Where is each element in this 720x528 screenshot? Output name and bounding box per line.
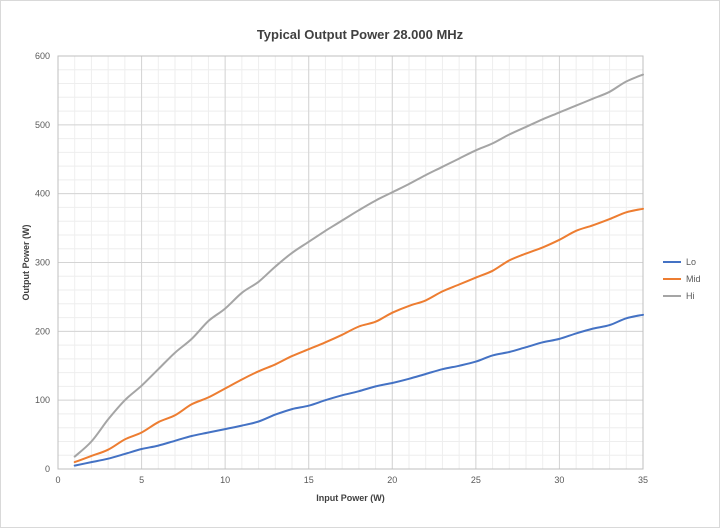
y-tick-label: 0 [45, 464, 50, 474]
legend-label-mid: Mid [686, 274, 701, 284]
legend-label-lo: Lo [686, 257, 696, 267]
y-tick-label: 400 [35, 189, 50, 199]
series-line-hi [73, 73, 644, 458]
x-tick-label: 0 [55, 475, 60, 485]
chart-title: Typical Output Power 28.000 MHz [257, 27, 464, 42]
legend-label-hi: Hi [686, 291, 695, 301]
x-tick-label: 15 [304, 475, 314, 485]
y-tick-label: 100 [35, 395, 50, 405]
x-tick-label: 20 [387, 475, 397, 485]
x-axis-label: Input Power (W) [316, 493, 385, 503]
y-axis-ticks: 0 100 200 300 400 500 600 [35, 51, 50, 474]
y-tick-label: 300 [35, 258, 50, 268]
x-axis-ticks: 0 5 10 15 20 25 30 35 [55, 475, 648, 485]
legend: Lo Mid Hi [663, 257, 701, 301]
plot-area-frame [57, 55, 644, 470]
y-tick-label: 500 [35, 120, 50, 130]
x-tick-label: 30 [554, 475, 564, 485]
y-axis-label: Output Power (W) [21, 225, 31, 301]
x-tick-label: 35 [638, 475, 648, 485]
x-tick-label: 5 [139, 475, 144, 485]
series-lines [73, 73, 644, 467]
y-tick-label: 600 [35, 51, 50, 61]
x-tick-label: 25 [471, 475, 481, 485]
series-line-lo [73, 313, 644, 467]
x-tick-label: 10 [220, 475, 230, 485]
y-tick-label: 200 [35, 326, 50, 336]
series-line-mid [73, 207, 644, 464]
